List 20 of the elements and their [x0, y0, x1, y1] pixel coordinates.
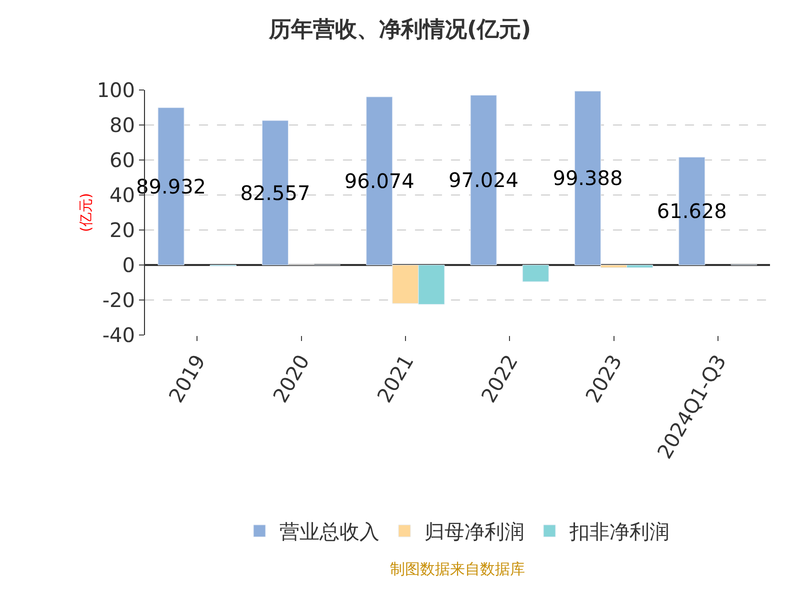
data-label: 99.388	[552, 166, 623, 190]
legend-label: 扣非净利润	[568, 520, 670, 544]
data-label: 82.557	[240, 180, 310, 205]
chart-title: 历年营收、净利情况(亿元)	[268, 17, 532, 42]
y-tick-label: 60	[110, 148, 135, 172]
y-tick-label: 0	[122, 253, 135, 277]
y-tick-label: 20	[110, 218, 135, 242]
text: 制图数据来自数据库	[390, 560, 525, 578]
y-tick-label: 40	[110, 183, 135, 207]
y-tick-label: -20	[102, 288, 135, 312]
data-label: 96.074	[344, 168, 414, 193]
legend-label: 归母净利润	[424, 520, 524, 544]
data-label: 97.024	[448, 168, 519, 192]
y-axis-title: (亿元)	[78, 193, 94, 232]
data-label: 61.628	[656, 199, 727, 224]
y-tick-label: -40	[102, 323, 135, 347]
bar	[522, 264, 549, 282]
y-tick-label: 100	[96, 78, 135, 102]
legend-label: 营业总收入	[280, 520, 380, 544]
y-tick-label: 80	[110, 113, 135, 137]
